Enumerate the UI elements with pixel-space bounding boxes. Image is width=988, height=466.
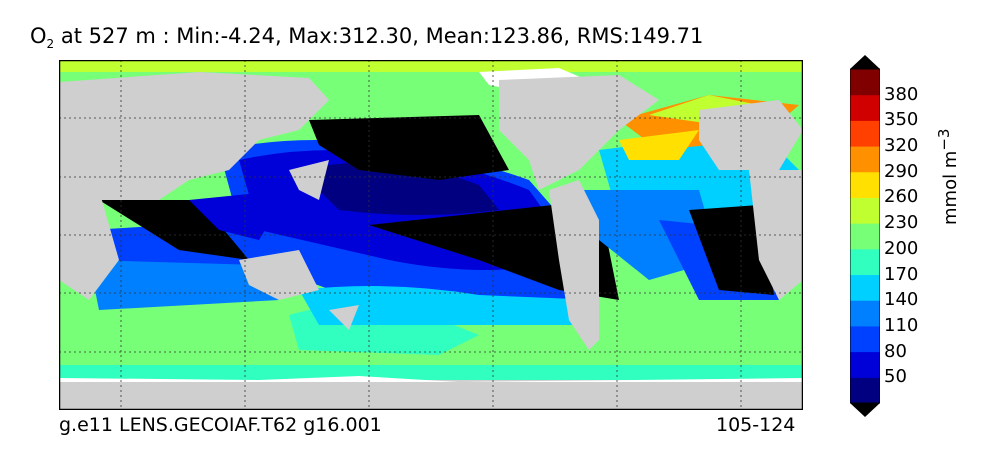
map-graticule [59, 60, 803, 410]
north-pacific-omz [309, 115, 509, 180]
colorbar-ticks: 380 350 320 290 260 230 200 170 140 110 80 50 [884, 58, 944, 418]
colorbar-tick-label: 80 [884, 340, 907, 362]
colorbar-segment [850, 377, 880, 404]
south-america [549, 180, 599, 350]
variable-name: O2 [30, 24, 55, 52]
colorbar-segment [850, 274, 880, 301]
colorbar-max-extension [850, 55, 880, 69]
colorbar-min-extension [850, 403, 880, 417]
colorbar-tick-label: 350 [884, 109, 919, 131]
europe [699, 100, 803, 170]
colorbar-tick-label: 380 [884, 83, 919, 105]
ocean-oxygen-map [59, 60, 803, 410]
north-america [499, 75, 659, 190]
colorbar [850, 55, 880, 417]
colorbar-segment [850, 248, 880, 276]
colorbar-segment [850, 69, 880, 96]
colorbar-segment [850, 351, 880, 378]
colorbar-tick-label: 230 [884, 212, 919, 234]
colorbar-tick-label: 200 [884, 237, 919, 259]
colorbar-tick-label: 50 [884, 366, 907, 388]
map-frame [59, 60, 803, 410]
colorbar-tick-label: 170 [884, 263, 919, 285]
new-zealand [329, 305, 359, 330]
colorbar-segment [850, 94, 880, 121]
colorbar-tick-label: 140 [884, 289, 919, 311]
colorbar-segment [850, 325, 880, 353]
south-atlantic-omz [689, 205, 774, 295]
colorbar-tick-label: 290 [884, 160, 919, 182]
arctic-band [59, 60, 803, 72]
year-range: 105-124 [716, 414, 796, 436]
africa-east [59, 180, 119, 300]
colorbar-tick-label: 320 [884, 135, 919, 157]
colorbar-tick-label: 260 [884, 186, 919, 208]
colorbar-segment [850, 146, 880, 173]
run-name: g.e11 LENS.GECOIAF.T62 g16.001 [59, 414, 382, 436]
colorbar-segment [850, 171, 880, 198]
colorbar-segment [850, 300, 880, 327]
eurasia [59, 72, 329, 200]
australia [239, 250, 319, 300]
colorbar-units: mmol m−3 [935, 128, 961, 225]
colorbar-segment [850, 223, 880, 250]
colorbar-segment [850, 120, 880, 147]
map-title: O2 at 527 m : Min:-4.24, Max:312.30, Mea… [30, 24, 703, 51]
antarctica [59, 380, 803, 410]
colorbar-segment [850, 197, 880, 224]
colorbar-tick-label: 110 [884, 314, 919, 336]
title-stats: at 527 m : Min:-4.24, Max:312.30, Mean:1… [54, 24, 704, 48]
